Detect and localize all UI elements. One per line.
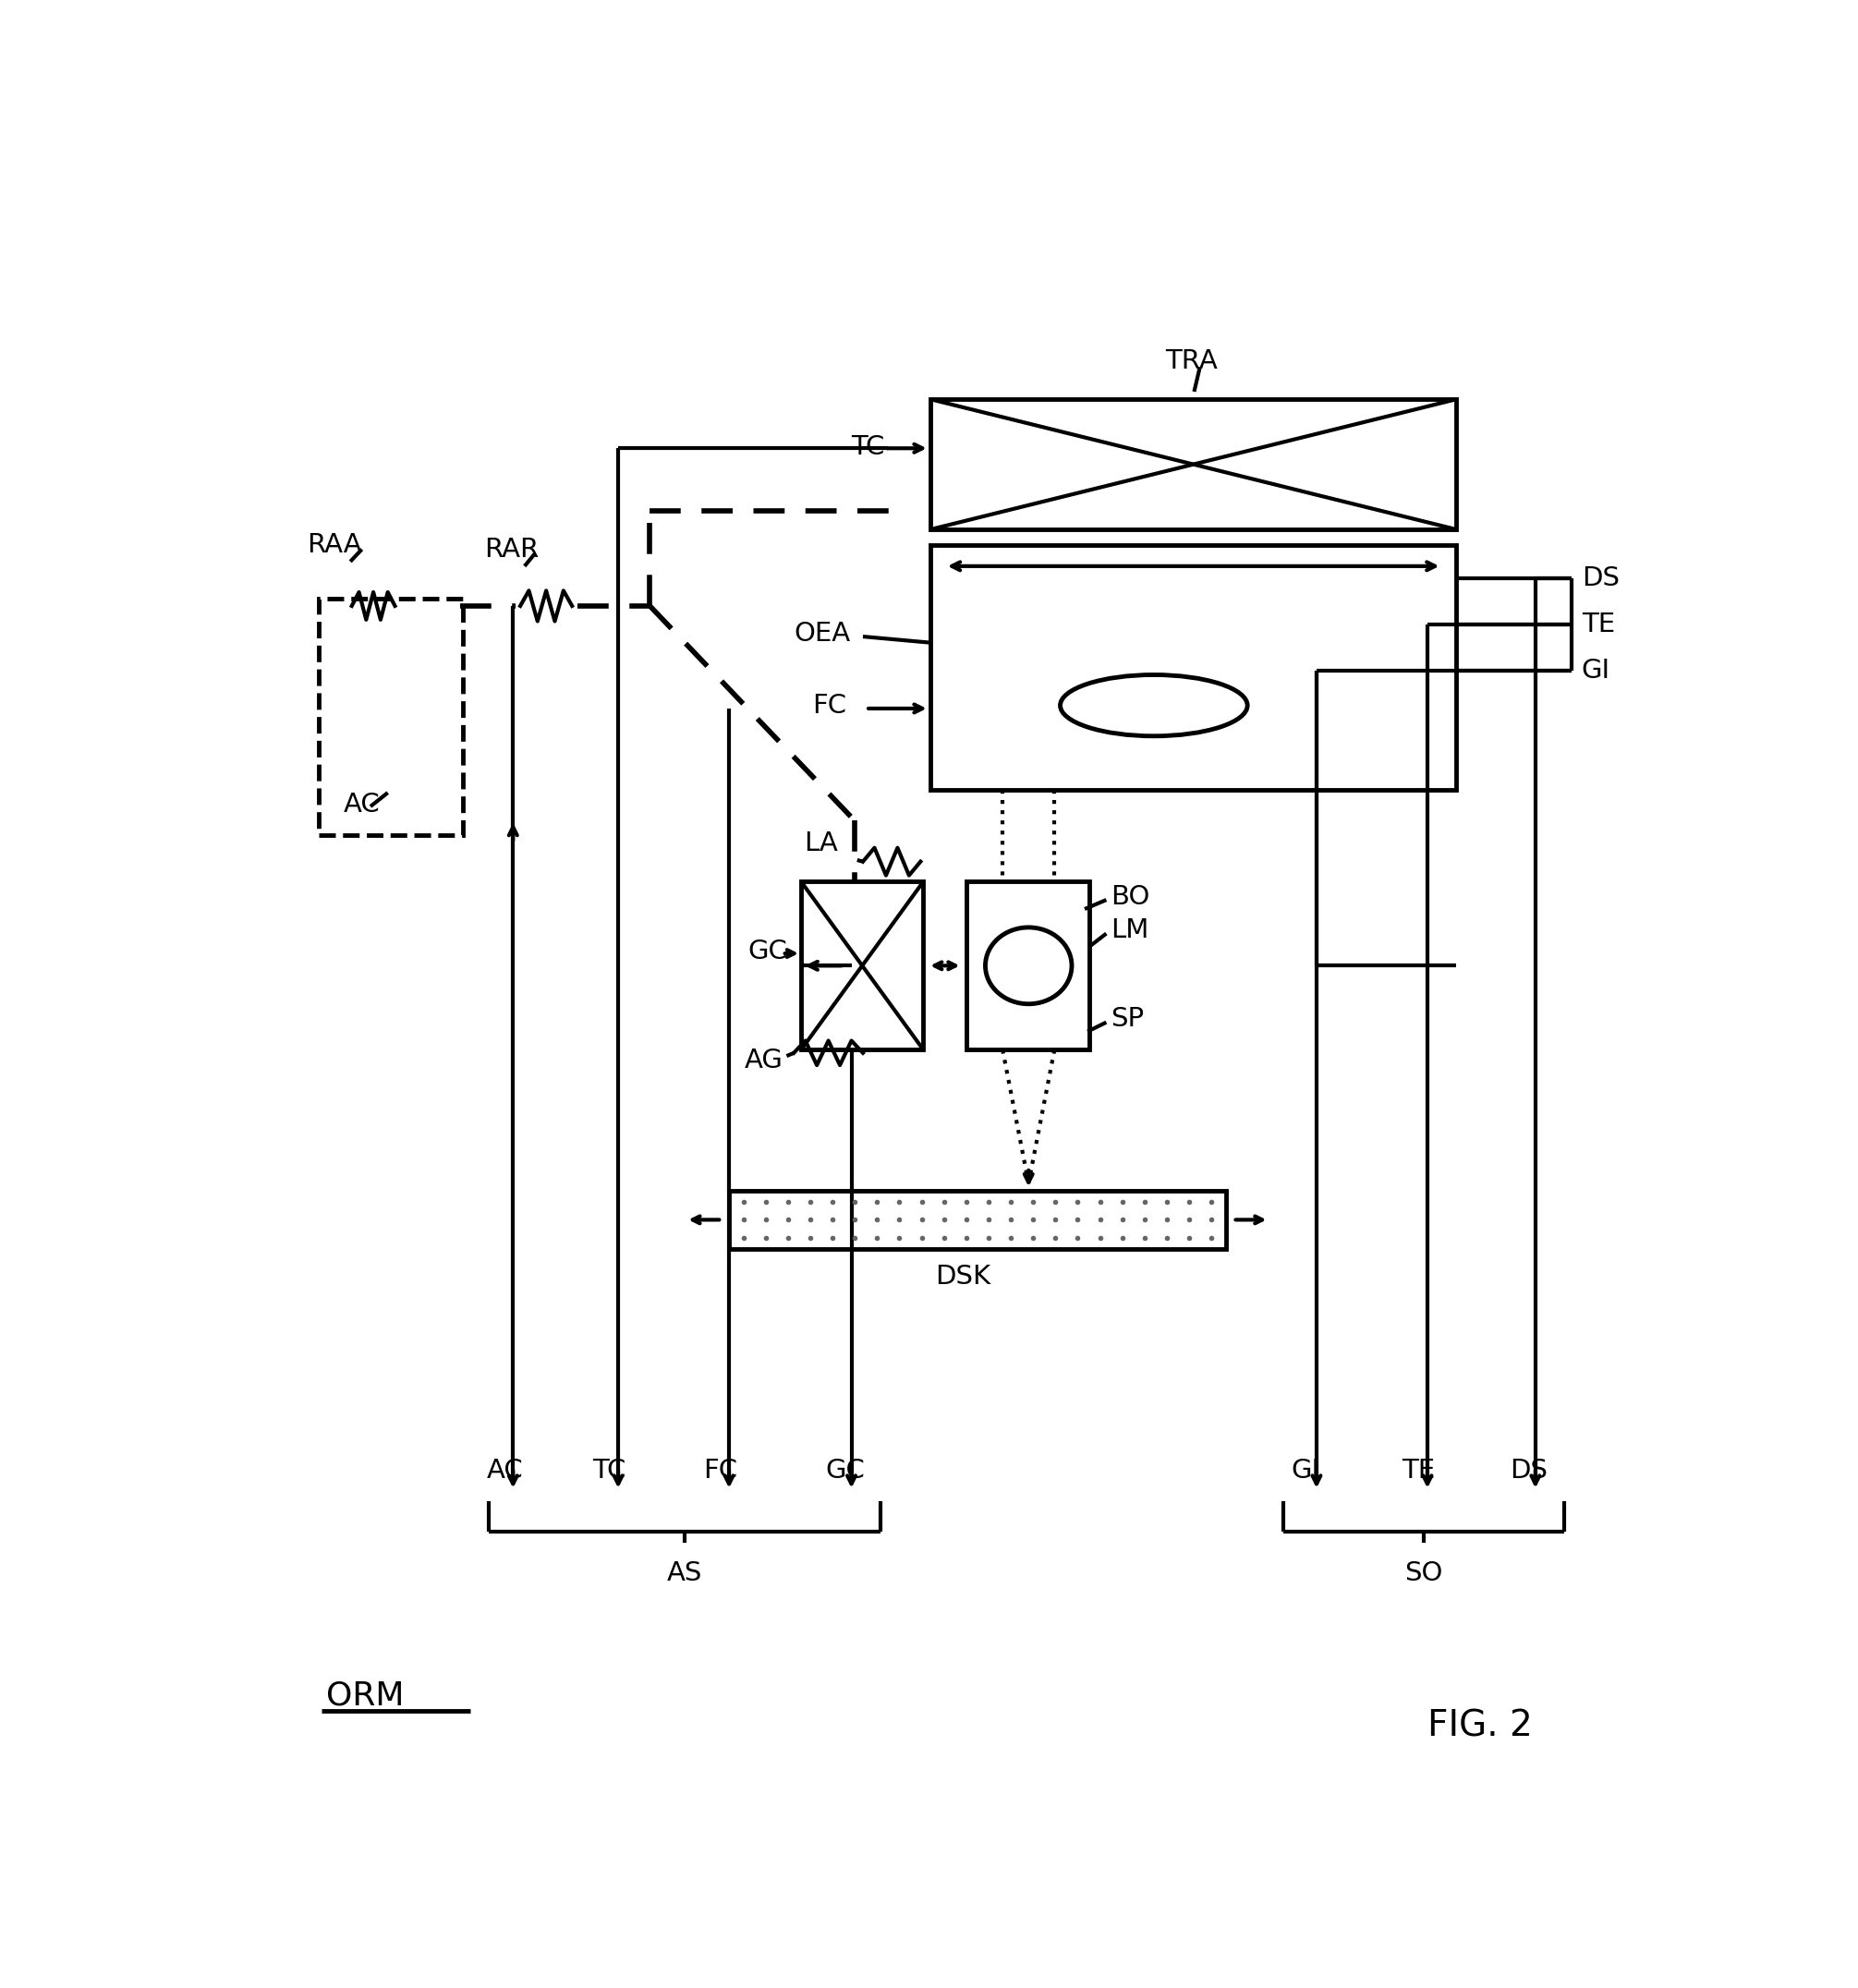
Text: SP: SP: [1111, 1006, 1145, 1032]
Text: AC: AC: [344, 791, 379, 817]
Text: AS: AS: [667, 1561, 702, 1586]
Bar: [320, 598, 463, 835]
Text: LA: LA: [805, 831, 838, 857]
Text: TC: TC: [593, 1457, 626, 1483]
Bar: [801, 881, 923, 1050]
Text: RAR: RAR: [485, 537, 539, 563]
Ellipse shape: [1061, 674, 1247, 736]
Text: GI: GI: [1291, 1457, 1319, 1483]
Text: TE: TE: [1401, 1457, 1434, 1483]
Text: SO: SO: [1405, 1561, 1444, 1586]
Text: BO: BO: [1111, 885, 1150, 911]
Bar: [966, 881, 1089, 1050]
Text: DS: DS: [1581, 565, 1620, 590]
Text: FIG. 2: FIG. 2: [1427, 1710, 1533, 1743]
Text: TRA: TRA: [1165, 348, 1217, 374]
Bar: [931, 545, 1457, 789]
Text: FC: FC: [812, 692, 847, 718]
Text: AG: AG: [745, 1048, 784, 1074]
Text: GC: GC: [747, 938, 788, 964]
Text: LM: LM: [1111, 918, 1148, 944]
Text: GI: GI: [1581, 658, 1611, 684]
Text: GC: GC: [825, 1457, 866, 1483]
Text: FC: FC: [702, 1457, 738, 1483]
Bar: [728, 1191, 1226, 1248]
Text: TC: TC: [851, 433, 884, 459]
Text: OEA: OEA: [793, 620, 851, 646]
Bar: [931, 400, 1457, 529]
Text: DS: DS: [1509, 1457, 1548, 1483]
Ellipse shape: [985, 928, 1072, 1004]
Text: ORM: ORM: [325, 1680, 403, 1712]
Text: DSK: DSK: [935, 1264, 990, 1290]
Text: AC: AC: [487, 1457, 524, 1483]
Text: RAA: RAA: [307, 531, 362, 559]
Text: TE: TE: [1581, 612, 1615, 638]
